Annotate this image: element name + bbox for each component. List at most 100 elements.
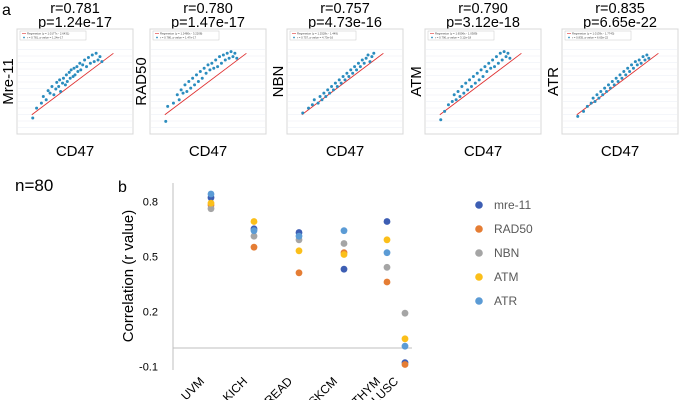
- data-point: [58, 78, 62, 82]
- dot-rad50-thym: [383, 278, 391, 286]
- dot-atm-thym: [383, 236, 391, 244]
- data-point: [331, 88, 335, 92]
- data-point: [328, 91, 332, 95]
- r-value-text: r=0.781: [50, 1, 100, 17]
- data-point: [78, 61, 82, 65]
- data-point: [59, 89, 63, 93]
- data-point: [355, 68, 359, 72]
- category-label: UVM: [178, 374, 207, 400]
- data-point: [216, 65, 220, 69]
- dot-rad50-lusc: [401, 361, 409, 368]
- category-label: SKCM: [306, 374, 340, 400]
- data-point: [31, 116, 35, 120]
- data-point: [450, 99, 454, 103]
- legend-marker-nbn: [475, 249, 483, 257]
- data-point: [500, 58, 504, 62]
- data-point: [466, 88, 470, 92]
- r-value-text: r=0.757: [320, 1, 370, 17]
- y-tick-label: 0.2: [143, 306, 158, 318]
- x-axis-label: CD47: [326, 143, 364, 160]
- data-point: [85, 65, 89, 69]
- legend-marker-rad50: [475, 225, 483, 233]
- data-point: [339, 81, 343, 85]
- data-point: [631, 66, 635, 70]
- data-point: [624, 73, 628, 77]
- y-axis-label: Mre-11: [0, 58, 17, 104]
- data-point: [214, 58, 218, 62]
- panel-b: b -0.1 0.2 0.5 0.8 Correlation (r value) UVM K…: [118, 179, 533, 400]
- data-point: [301, 111, 305, 115]
- regression-line: [31, 52, 114, 116]
- data-point: [454, 98, 458, 102]
- data-point: [76, 70, 80, 74]
- data-point: [645, 53, 649, 57]
- y-axis-label: ATM: [408, 66, 425, 97]
- data-point: [179, 88, 183, 92]
- data-point: [345, 71, 349, 75]
- regression-line: [439, 52, 522, 116]
- data-point: [479, 68, 483, 72]
- x-axis-label: CD47: [189, 143, 227, 160]
- data-point: [92, 60, 96, 64]
- data-point: [335, 85, 339, 88]
- data-point: [351, 71, 355, 75]
- data-point: [508, 56, 512, 60]
- data-point: [307, 106, 311, 110]
- inset-legend-point-swatch: [156, 36, 158, 39]
- p-value-text: p=4.73e-16: [308, 15, 382, 31]
- data-point: [628, 70, 632, 74]
- dot-nbn-thym: [383, 263, 391, 271]
- r-value-text: r=0.790: [458, 1, 508, 17]
- data-point: [194, 73, 198, 77]
- data-point: [206, 63, 210, 67]
- dot-atr-skcm: [340, 227, 348, 235]
- data-point: [452, 93, 456, 97]
- data-point: [582, 109, 586, 113]
- dot-nbn-lusc: [401, 309, 409, 317]
- data-point: [318, 94, 322, 98]
- inset-legend-box: [19, 30, 87, 41]
- x-axis-label: CD47: [601, 143, 639, 160]
- inset-legend-box: [564, 30, 632, 41]
- dot-nbn-skcm: [340, 240, 348, 247]
- data-point: [72, 66, 76, 70]
- data-point: [63, 83, 67, 87]
- data-point: [171, 101, 175, 105]
- data-point: [333, 81, 337, 85]
- y-axis-label: ATR: [545, 67, 562, 96]
- regression-line: [576, 52, 659, 116]
- data-point: [343, 78, 347, 82]
- r-value-text: r=0.835: [595, 1, 645, 17]
- legend-marker-atr: [475, 297, 483, 305]
- data-point: [324, 94, 328, 98]
- data-point: [81, 63, 85, 67]
- data-point: [639, 61, 643, 65]
- data-point: [67, 70, 71, 74]
- r-value-text: r=0.780: [183, 1, 233, 17]
- data-point: [65, 80, 69, 84]
- inset-legend-stats-text: r = 0.780, p-value = 1.47e-17: [160, 36, 197, 40]
- data-point: [647, 56, 651, 60]
- data-point: [626, 66, 630, 70]
- data-point: [50, 85, 54, 88]
- dot-atm-skcm: [340, 251, 348, 258]
- data-point: [221, 53, 225, 57]
- data-point: [231, 55, 235, 59]
- data-point: [460, 85, 464, 88]
- data-point: [643, 58, 647, 62]
- inset-legend-regression-text: Regression (y = 1.6506x - 1.0389): [435, 32, 477, 36]
- data-point: [620, 76, 624, 80]
- data-point: [193, 83, 197, 87]
- data-point: [494, 55, 498, 59]
- data-point: [443, 109, 447, 113]
- data-point: [46, 89, 50, 93]
- data-point: [595, 93, 599, 97]
- legend-marker-mre-11: [475, 201, 483, 209]
- data-point: [458, 94, 462, 98]
- data-point: [73, 73, 77, 77]
- data-point: [330, 85, 334, 88]
- data-point: [316, 101, 320, 105]
